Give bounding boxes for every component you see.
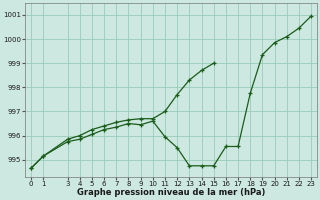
X-axis label: Graphe pression niveau de la mer (hPa): Graphe pression niveau de la mer (hPa): [77, 188, 265, 197]
